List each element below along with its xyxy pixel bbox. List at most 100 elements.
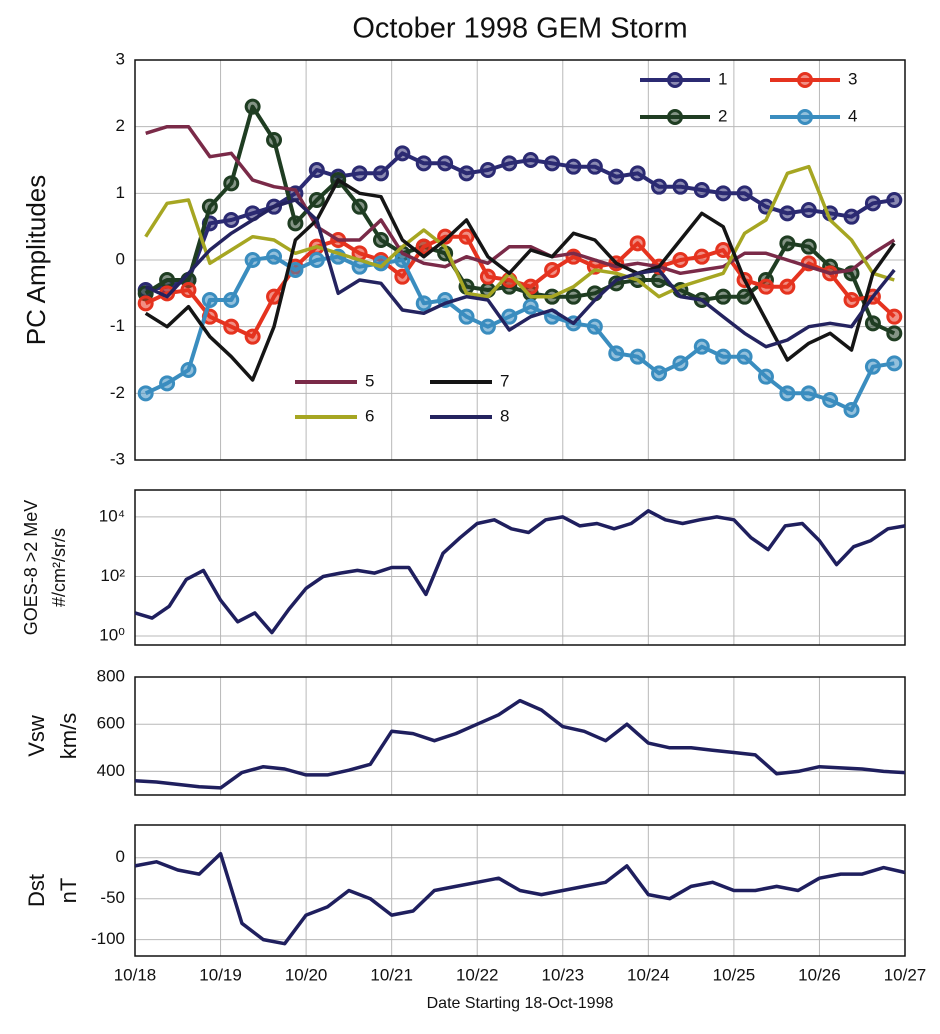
x-tick-label: 10/25	[713, 965, 756, 984]
legend-label: 4	[848, 106, 857, 125]
data-point	[223, 212, 240, 228]
data-point	[223, 292, 240, 308]
y-tick-label: -100	[91, 929, 125, 948]
data-point	[886, 355, 903, 372]
plot-area	[135, 490, 905, 645]
y-axis-label: nT	[56, 878, 81, 904]
data-point	[886, 325, 903, 342]
data-point	[308, 192, 325, 208]
y-tick-label: 10⁴	[99, 506, 125, 525]
data-point	[544, 155, 561, 172]
data-point	[522, 152, 539, 168]
data-point	[843, 292, 860, 308]
data-point	[715, 348, 732, 365]
data-point	[715, 242, 732, 258]
chart-title: October 1998 GEM Storm	[352, 13, 687, 45]
data-point	[180, 282, 197, 298]
data-point	[864, 358, 881, 375]
data-point	[180, 362, 197, 378]
data-point	[223, 318, 240, 335]
data-point	[757, 368, 774, 385]
x-axis-label: Date Starting 18-Oct-1998	[427, 995, 614, 1012]
y-tick-label: -3	[110, 449, 125, 468]
data-point	[522, 298, 539, 315]
data-point	[244, 98, 261, 115]
data-point	[779, 385, 796, 402]
data-point	[415, 295, 432, 312]
legend-marker	[667, 109, 683, 125]
y-tick-label: 400	[97, 761, 125, 780]
y-axis-label: #/cm²/sr/s	[49, 528, 69, 607]
data-point	[201, 292, 218, 308]
data-point	[629, 235, 646, 252]
data-point	[779, 205, 796, 222]
data-point	[715, 185, 732, 202]
x-tick-label: 10/22	[456, 965, 499, 984]
data-point	[672, 355, 689, 372]
data-point	[757, 278, 774, 295]
data-point	[308, 252, 325, 268]
data-point	[244, 328, 261, 345]
legend-label: 3	[848, 69, 857, 88]
data-point	[693, 182, 710, 198]
axes-frame	[134, 59, 906, 461]
data-point	[715, 288, 732, 305]
data-point	[351, 165, 368, 182]
data-point	[629, 348, 646, 365]
x-tick-label: 10/19	[199, 965, 242, 984]
data-point	[479, 162, 496, 178]
data-line	[145, 124, 896, 276]
data-point	[672, 252, 689, 268]
x-tick-label: 10/23	[542, 965, 585, 984]
data-point	[458, 228, 475, 245]
data-point	[586, 318, 603, 335]
data-point	[800, 385, 817, 402]
y-tick-label: 2	[116, 116, 125, 135]
data-point	[266, 132, 283, 148]
axes-frame	[134, 824, 906, 957]
data-point	[479, 268, 496, 285]
data-point	[458, 308, 475, 325]
data-point	[458, 165, 475, 182]
data-point	[308, 162, 325, 178]
data-line	[134, 698, 906, 790]
y-tick-label: 1	[116, 183, 125, 202]
data-point	[672, 178, 689, 195]
data-point	[394, 145, 411, 162]
x-tick-label: 10/20	[285, 965, 328, 984]
y-tick-label: 800	[97, 666, 125, 685]
data-point	[137, 385, 154, 402]
data-point	[586, 158, 603, 175]
data-point	[886, 192, 903, 208]
data-point	[779, 235, 796, 252]
y-tick-label: -2	[110, 383, 125, 402]
plot-area	[135, 677, 905, 795]
data-point	[651, 178, 668, 195]
axes-frame	[134, 489, 906, 646]
y-tick-label: 10⁰	[99, 626, 125, 645]
data-point	[864, 195, 881, 212]
data-point	[501, 308, 518, 325]
data-point	[522, 278, 539, 295]
data-point	[544, 262, 561, 278]
y-tick-label: 0	[116, 249, 125, 268]
legend-label: 7	[500, 371, 509, 390]
data-point	[693, 338, 710, 355]
x-tick-label: 10/18	[114, 965, 157, 984]
y-tick-label: 10²	[100, 566, 125, 585]
legend-marker	[797, 72, 813, 88]
data-point	[629, 165, 646, 182]
y-tick-label: 600	[97, 714, 125, 733]
data-line	[134, 509, 906, 635]
data-line	[144, 178, 896, 382]
data-point	[565, 158, 582, 175]
y-axis-label: Vsw	[24, 715, 49, 757]
legend-label: 5	[365, 371, 374, 390]
axes-frame	[134, 676, 906, 796]
data-point	[651, 365, 668, 382]
legend-marker	[667, 72, 683, 88]
data-point	[843, 402, 860, 418]
data-point	[415, 155, 432, 172]
data-point	[843, 208, 860, 225]
data-point	[372, 165, 389, 182]
